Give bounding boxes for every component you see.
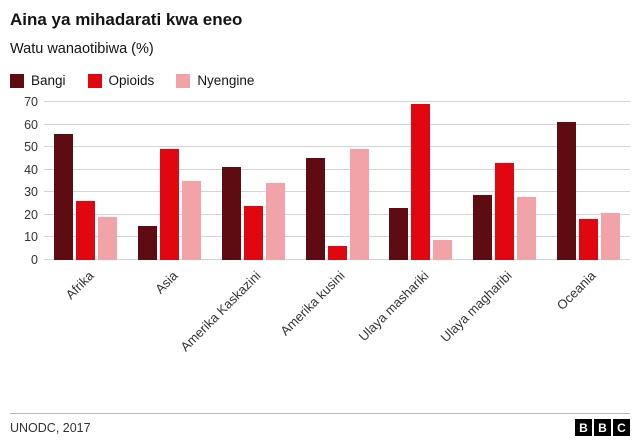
bar-nyengine xyxy=(98,217,118,260)
source-credit: UNODC, 2017 xyxy=(10,420,91,435)
bar-opioids xyxy=(578,219,598,260)
legend-swatch-bangi xyxy=(10,73,24,88)
gridline xyxy=(44,213,630,215)
y-tick-label: 50 xyxy=(24,140,38,155)
footer: UNODC, 2017 B B C xyxy=(10,413,630,436)
bar-opioids xyxy=(243,205,263,260)
bar-group xyxy=(295,102,379,260)
bar-chart: 0 10 20 30 40 50 60 70 Afrika Asia Amerika Kaskaz… xyxy=(10,95,630,382)
legend-label-opioids: Opioids xyxy=(108,73,155,88)
chart-subtitle: Watu wanaotibiwa (%) xyxy=(10,41,154,57)
bbc-logo-block: C xyxy=(613,419,630,436)
y-tick-label: 0 xyxy=(31,253,38,267)
bar-bangi xyxy=(221,167,241,260)
bar-bangi xyxy=(556,122,576,260)
x-axis-label: Afrika xyxy=(62,268,97,303)
bar-group xyxy=(379,102,463,260)
y-tick-label: 60 xyxy=(24,117,38,132)
y-tick-label: 30 xyxy=(24,185,38,200)
bar-nyengine xyxy=(600,212,620,260)
bar-group xyxy=(546,102,630,260)
legend: Bangi Opioids Nyengine xyxy=(10,73,630,88)
chart-title: Aina ya mihadarati kwa eneo xyxy=(10,10,243,29)
bar-bangi xyxy=(54,133,74,260)
bar-group xyxy=(44,102,128,260)
bar-nyengine xyxy=(265,183,285,260)
legend-swatch-nyengine xyxy=(176,73,191,88)
legend-item-nyengine: Nyengine xyxy=(176,73,254,88)
bar-bangi xyxy=(472,194,492,260)
y-axis: 0 10 20 30 40 50 60 70 xyxy=(10,95,38,267)
bar-opioids xyxy=(160,149,180,260)
y-tick-label: 40 xyxy=(24,162,38,177)
bar-groups xyxy=(44,102,630,260)
bar-bangi xyxy=(389,208,409,260)
bbc-logo-block: B xyxy=(594,419,611,436)
x-axis-label: Amerika Kaskazini xyxy=(177,268,264,355)
x-axis-label: Oceania xyxy=(553,268,599,313)
plot-area: 0 10 20 30 40 50 60 70 xyxy=(24,95,630,267)
legend-item-bangi: Bangi xyxy=(10,73,66,88)
bar-group xyxy=(128,102,212,260)
legend-swatch-opioids xyxy=(87,73,102,88)
bar-nyengine xyxy=(182,181,202,260)
bar-opioids xyxy=(76,201,96,260)
y-tick-label: 10 xyxy=(24,230,38,245)
bar-opioids xyxy=(327,246,347,260)
bar-group xyxy=(463,102,547,260)
y-tick-label: 70 xyxy=(24,95,38,109)
gridline xyxy=(44,168,630,170)
bar-nyengine xyxy=(516,196,536,260)
bbc-logo-block: B xyxy=(575,419,592,436)
bar-opioids xyxy=(494,162,514,260)
bar-bangi xyxy=(138,226,158,260)
legend-item-opioids: Opioids xyxy=(87,73,155,88)
gridline xyxy=(44,123,630,125)
x-axis-labels: Afrika Asia Amerika Kaskazini Amerika kusin… xyxy=(44,260,630,382)
bar-group xyxy=(211,102,295,260)
bar-bangi xyxy=(305,158,325,260)
x-axis-label: Ulaya mashariki xyxy=(355,268,432,345)
legend-label-bangi: Bangi xyxy=(31,73,66,88)
gridline xyxy=(44,146,630,148)
gridline xyxy=(44,191,630,193)
x-axis-label: Ulaya magharibi xyxy=(437,268,516,346)
x-axis-label: Amerika kusini xyxy=(277,268,348,339)
bar-opioids xyxy=(411,104,431,260)
bbc-logo: B B C xyxy=(575,419,630,436)
bar-nyengine xyxy=(433,239,453,260)
y-tick-label: 20 xyxy=(24,207,38,222)
x-axis-label: Asia xyxy=(151,268,181,297)
bar-nyengine xyxy=(349,149,369,260)
gridline xyxy=(44,236,630,238)
gridline xyxy=(44,101,630,102)
legend-label-nyengine: Nyengine xyxy=(197,73,255,88)
